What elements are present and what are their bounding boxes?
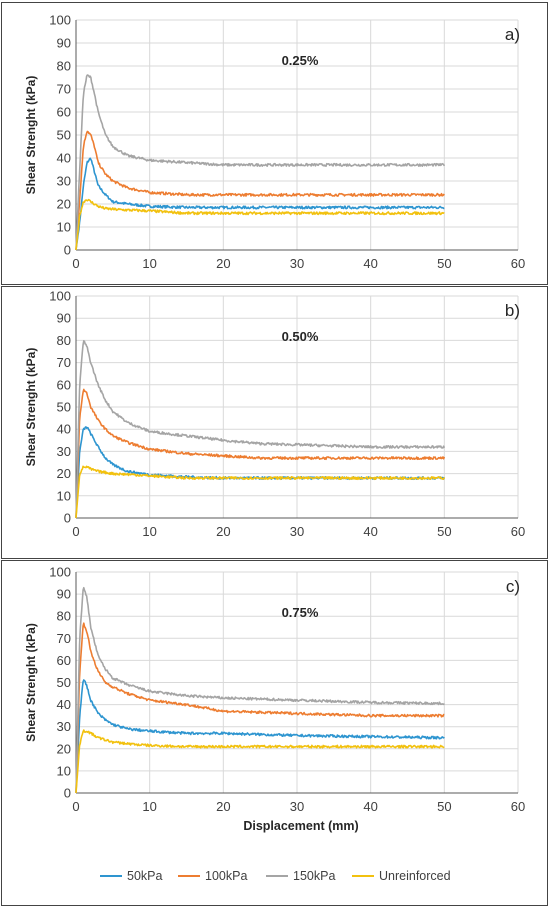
series-line-50kpa (75, 157, 445, 251)
series-line-unreinforced (75, 465, 446, 519)
y-tick-label: 20 (57, 197, 71, 212)
panel-frame (1, 286, 548, 559)
x-tick-label: 30 (290, 799, 304, 814)
y-tick-label: 90 (57, 311, 71, 326)
y-tick-label: 40 (57, 697, 71, 712)
x-tick-label: 50 (437, 799, 451, 814)
series-line-150kpa (75, 586, 445, 794)
y-tick-label: 100 (49, 565, 71, 580)
y-tick-label: 50 (57, 400, 71, 415)
fiber-content-label: 0.50% (282, 329, 319, 344)
x-tick-label: 50 (437, 256, 451, 271)
legend-label: 100kPa (205, 869, 247, 883)
x-tick-label: 20 (216, 524, 230, 539)
x-tick-label: 30 (290, 524, 304, 539)
y-tick-label: 30 (57, 444, 71, 459)
legend-label: Unreinforced (379, 869, 451, 883)
x-tick-label: 20 (216, 799, 230, 814)
y-tick-label: 70 (57, 355, 71, 370)
x-tick-label: 40 (363, 799, 377, 814)
x-tick-label: 60 (511, 524, 525, 539)
y-tick-label: 50 (57, 128, 71, 143)
series-line-150kpa (75, 340, 446, 519)
chart-panel-2: 0 10 20 30 40 50 60 70 80 90 100 0 10 20 30 40 50 60 Shear… (1, 286, 548, 559)
x-tick-label: 0 (72, 524, 79, 539)
y-tick-label: 90 (57, 36, 71, 51)
y-tick-label: 10 (57, 488, 71, 503)
series-line-100kpa (75, 622, 445, 794)
y-axis-title: Shear Strenght (kPa) (24, 348, 38, 467)
fiber-content-label: 0.25% (282, 53, 319, 68)
y-tick-label: 60 (57, 105, 71, 120)
x-tick-label: 0 (72, 256, 79, 271)
fiber-content-label: 0.75% (282, 605, 319, 620)
series-line-unreinforced (75, 198, 445, 251)
x-tick-label: 10 (142, 799, 156, 814)
x-tick-label: 30 (290, 256, 304, 271)
series-line-150kpa (75, 74, 446, 251)
x-tick-label: 60 (511, 256, 525, 271)
panel-label: a) (505, 25, 520, 44)
y-tick-label: 40 (57, 422, 71, 437)
y-tick-label: 40 (57, 151, 71, 166)
x-axis-title: Displacement (mm) (243, 819, 358, 833)
y-tick-label: 30 (57, 719, 71, 734)
y-tick-label: 100 (49, 13, 71, 28)
y-tick-label: 80 (57, 609, 71, 624)
y-tick-label: 20 (57, 741, 71, 756)
series-line-unreinforced (75, 729, 445, 794)
x-tick-label: 20 (216, 256, 230, 271)
y-tick-label: 0 (64, 243, 71, 258)
y-tick-label: 10 (57, 763, 71, 778)
y-tick-label: 30 (57, 174, 71, 189)
y-axis-title: Shear Strenght (kPa) (24, 623, 38, 742)
y-tick-label: 0 (64, 786, 71, 801)
y-tick-label: 10 (57, 220, 71, 235)
chart-panel-1: 0 10 20 30 40 50 60 70 80 90 100 0 10 20 30 40 50 60 Shear… (1, 2, 548, 285)
x-tick-label: 50 (437, 524, 451, 539)
x-tick-label: 10 (142, 524, 156, 539)
y-tick-label: 60 (57, 653, 71, 668)
panel-frame (1, 2, 548, 285)
y-tick-label: 100 (49, 289, 71, 304)
y-tick-label: 90 (57, 587, 71, 602)
series-line-100kpa (75, 388, 446, 519)
y-tick-label: 80 (57, 59, 71, 74)
panel-label: c) (506, 577, 520, 596)
legend-label: 150kPa (293, 869, 335, 883)
series-line-50kpa (75, 679, 445, 794)
y-tick-label: 80 (57, 333, 71, 348)
x-tick-label: 40 (363, 256, 377, 271)
panel-label: b) (505, 301, 520, 320)
legend-label: 50kPa (127, 869, 162, 883)
x-tick-label: 60 (511, 799, 525, 814)
x-tick-label: 10 (142, 256, 156, 271)
y-tick-label: 50 (57, 675, 71, 690)
chart-panel-3: 0 10 20 30 40 50 60 70 80 90 100 0 10 20 30 40 50 60 Shear… (1, 560, 548, 906)
y-tick-label: 0 (64, 511, 71, 526)
y-tick-label: 70 (57, 82, 71, 97)
x-tick-label: 0 (72, 799, 79, 814)
y-tick-label: 20 (57, 466, 71, 481)
y-tick-label: 60 (57, 377, 71, 392)
y-tick-label: 70 (57, 631, 71, 646)
y-axis-title: Shear Strenght (kPa) (24, 76, 38, 195)
series-line-100kpa (75, 130, 445, 251)
x-tick-label: 40 (363, 524, 377, 539)
